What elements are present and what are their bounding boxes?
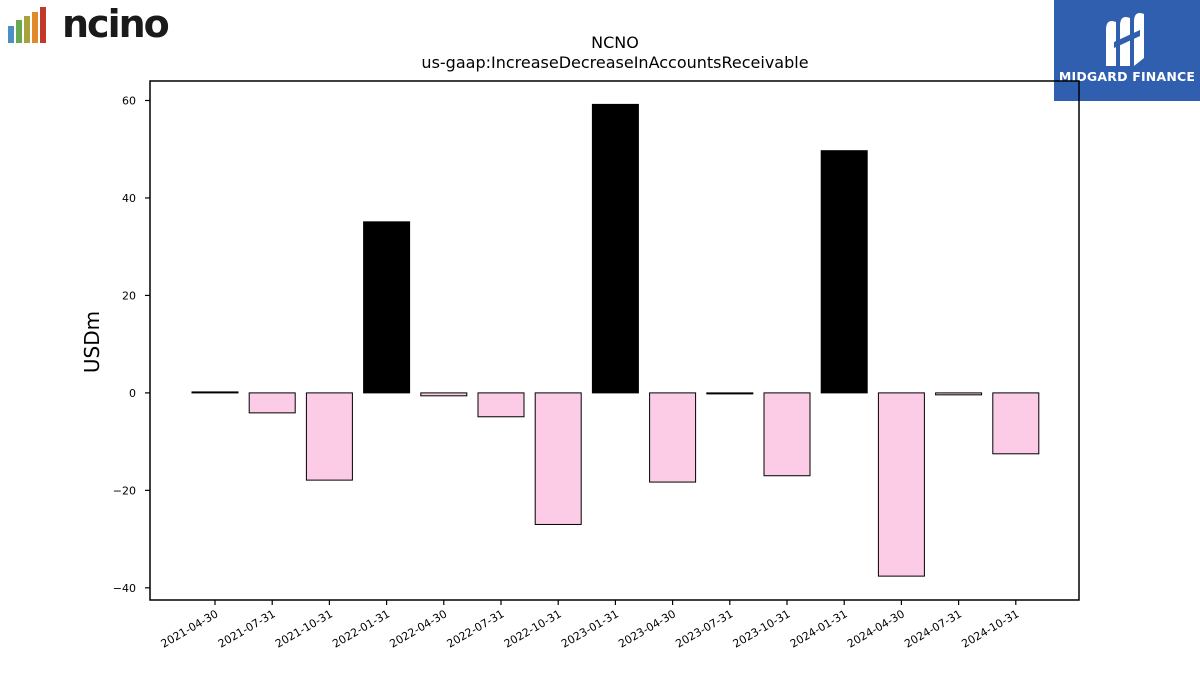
x-tick-label: 2024-01-31 — [788, 607, 850, 650]
bar — [477, 392, 525, 418]
bar — [591, 103, 639, 394]
bar — [248, 392, 296, 414]
bar — [935, 392, 983, 396]
x-tick-label: 2022-01-31 — [330, 607, 392, 650]
x-tick-label: 2023-04-30 — [616, 607, 678, 650]
bar — [420, 392, 468, 397]
midgard-m-icon — [1106, 13, 1144, 66]
bar — [305, 392, 353, 481]
bar — [992, 392, 1040, 455]
x-tick-label: 2023-01-31 — [559, 607, 621, 650]
x-tick-label: 2021-10-31 — [273, 607, 335, 650]
ncino-wordmark: ncino — [62, 2, 170, 46]
y-tick-label: 0 — [129, 387, 136, 400]
x-tick-label: 2024-07-31 — [902, 607, 964, 650]
midgard-finance-wordmark: MIDGARD FINANCE — [1058, 69, 1196, 84]
plot-frame — [149, 80, 1080, 601]
bar — [763, 392, 811, 477]
x-tick-label: 2023-07-31 — [673, 607, 735, 650]
bar — [649, 392, 697, 483]
bar — [820, 150, 868, 394]
bar — [363, 221, 411, 394]
y-tick-label: −40 — [113, 582, 136, 595]
x-tick-label: 2022-04-30 — [387, 607, 449, 650]
ncino-bars-icon — [8, 7, 46, 43]
x-tick-label: 2022-10-31 — [502, 607, 564, 650]
y-tick-label: −20 — [113, 484, 136, 497]
x-tick-label: 2024-10-31 — [959, 607, 1021, 650]
bar — [706, 392, 754, 395]
y-axis-label: USDm — [80, 311, 104, 373]
x-tick-label: 2023-10-31 — [731, 607, 793, 650]
x-tick-label: 2021-04-30 — [159, 607, 221, 650]
y-tick-label: 60 — [122, 94, 136, 107]
bar — [534, 392, 582, 525]
x-tick-label: 2021-07-31 — [216, 607, 278, 650]
x-tick-label: 2024-04-30 — [845, 607, 907, 650]
x-tick-label: 2022-07-31 — [445, 607, 507, 650]
bar — [191, 391, 239, 394]
y-tick-label: 40 — [122, 192, 136, 205]
bar — [877, 392, 925, 577]
y-tick-label: 20 — [122, 289, 136, 302]
chart-subtitle: us-gaap:IncreaseDecreaseInAccountsReceiv… — [421, 53, 808, 72]
chart-title: NCNO — [591, 33, 639, 52]
plot-area: −40 −20 0 20 40 60 2021-04-302021-07-312021-10… — [113, 94, 1040, 651]
ncino-logo — [6, 4, 161, 48]
